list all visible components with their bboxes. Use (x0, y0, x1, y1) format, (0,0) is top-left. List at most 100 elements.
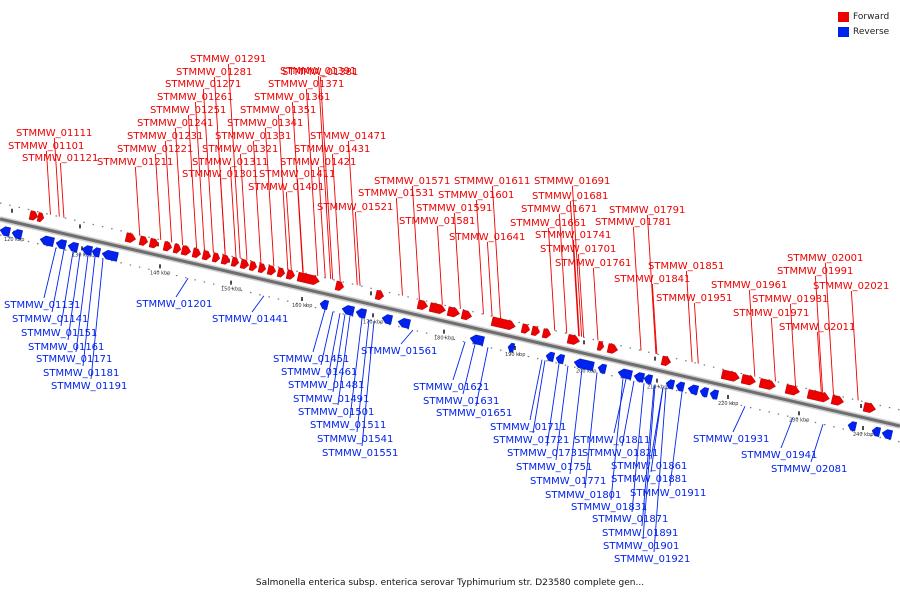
gene-forward (211, 252, 221, 263)
leader-line (319, 76, 334, 280)
leader-line (317, 166, 326, 278)
gene-label-forward: STMMW_01601 (438, 190, 514, 201)
genome-axis (0, 216, 900, 429)
gene-label-reverse: STMMW_01721 (493, 435, 569, 446)
tick-label: 140 kbp (150, 270, 170, 276)
leader-line (453, 212, 461, 309)
leader-line (252, 140, 262, 264)
gene-label-reverse: STMMW_01541 (317, 434, 393, 445)
gene-label-reverse: STMMW_01181 (43, 368, 119, 379)
gene-label-forward: STMMW_01101 (8, 141, 84, 152)
gene-label-forward: STMMW_01701 (540, 244, 616, 255)
leader-line (164, 140, 173, 243)
reverse-swatch (838, 26, 849, 37)
tick-label: 150 kbp (221, 287, 241, 293)
leader-line (202, 88, 214, 253)
leader-line (475, 199, 484, 315)
gene-label-forward: STMMW_01591 (416, 203, 492, 214)
tick-label: 130 kbp (72, 252, 92, 258)
leader-line (555, 365, 569, 461)
gene-label-reverse: STMMW_01831 (571, 502, 647, 513)
leader-line (653, 388, 667, 553)
leader-line (462, 344, 476, 395)
leader-line (411, 185, 420, 300)
gene-label-reverse: STMMW_01821 (582, 448, 658, 459)
leader-line (693, 302, 699, 364)
gene-forward (296, 271, 320, 285)
gene-label-forward: STMMW_01351 (240, 105, 316, 116)
leader-line (327, 313, 341, 379)
gene-label-reverse: STMMW_01451 (273, 354, 349, 365)
gene-label-forward: STMMW_01531 (358, 188, 434, 199)
leader-line (529, 359, 543, 421)
gene-forward (148, 237, 160, 249)
gene-forward (230, 256, 240, 267)
leader-line (175, 277, 189, 298)
gene-label-reverse: STMMW_01911 (630, 488, 706, 499)
gene-label-reverse: STMMW_01941 (741, 450, 817, 461)
gene-label-reverse: STMMW_01481 (288, 380, 364, 391)
tick-label: 170 kbp (363, 319, 383, 325)
leader-line (305, 88, 319, 277)
gene-forward (596, 340, 605, 351)
gene-label-forward: STMMW_01641 (449, 232, 525, 243)
gene-features (0, 210, 893, 440)
gene-reverse (39, 235, 55, 247)
leader-line (532, 360, 546, 434)
gene-label-forward: STMMW_01961 (711, 280, 787, 291)
gene-label-forward: STMMW_01781 (595, 217, 671, 228)
gene-reverse (633, 372, 645, 383)
gene-forward (374, 289, 385, 301)
gene-label-forward: STMMW_01671 (521, 204, 597, 215)
leader-line (642, 385, 656, 540)
label-leader-lines (43, 63, 859, 553)
gene-reverse (507, 342, 516, 353)
leader-line (577, 253, 585, 338)
leader-line (646, 214, 657, 354)
gene-label-forward: STMMW_01611 (454, 176, 530, 187)
gene-forward (446, 306, 460, 318)
gene-reverse (617, 368, 633, 380)
gene-label-forward: STMMW_01681 (532, 191, 608, 202)
gene-label-forward: STMMW_01121 (22, 153, 98, 164)
leader-line (349, 318, 363, 419)
leader-line (312, 309, 326, 353)
leader-line (571, 185, 583, 337)
gene-label-forward: STMMW_01421 (280, 157, 356, 168)
gene-label-reverse: STMMW_01891 (602, 528, 678, 539)
gene-label-forward: STMMW_01471 (310, 131, 386, 142)
gene-reverse (55, 239, 67, 250)
gene-label-reverse: STMMW_01141 (12, 314, 88, 325)
gene-forward (138, 235, 149, 246)
gene-label-forward: STMMW_01341 (227, 118, 303, 129)
gene-label-forward: STMMW_01661 (510, 218, 586, 229)
leader-line (67, 253, 81, 341)
gene-label-reverse: STMMW_01861 (611, 461, 687, 472)
gene-label-forward: STMMW_01521 (317, 202, 393, 213)
gene-label-forward: STMMW_01791 (609, 205, 685, 216)
gene-label-reverse: STMMW_01731 (507, 448, 583, 459)
leader-line (331, 153, 341, 282)
leader-line (592, 267, 599, 341)
gene-forward (257, 262, 267, 274)
leader-line (632, 226, 642, 351)
gene-label-forward: STMMW_01741 (535, 230, 611, 241)
forward-strand-guide (0, 202, 900, 411)
leader-line (219, 178, 226, 255)
gene-label-forward: STMMW_01841 (614, 274, 690, 285)
gene-forward (334, 280, 345, 291)
gene-reverse (11, 229, 23, 240)
gene-reverse (91, 247, 102, 258)
gene-label-forward: STMMW_01361 (254, 92, 330, 103)
gene-reverse (381, 314, 393, 325)
leader-line (75, 255, 89, 353)
gene-label-reverse: STMMW_01501 (298, 407, 374, 418)
gene-label-forward: STMMW_01301 (182, 169, 258, 180)
tick-label: 120 kbp (4, 237, 24, 243)
leader-line (569, 368, 583, 475)
leader-line (824, 262, 834, 395)
gene-reverse (699, 387, 710, 398)
gene-label-reverse: STMMW_01461 (281, 367, 357, 378)
leader-line (59, 162, 65, 218)
leader-line (400, 329, 414, 345)
